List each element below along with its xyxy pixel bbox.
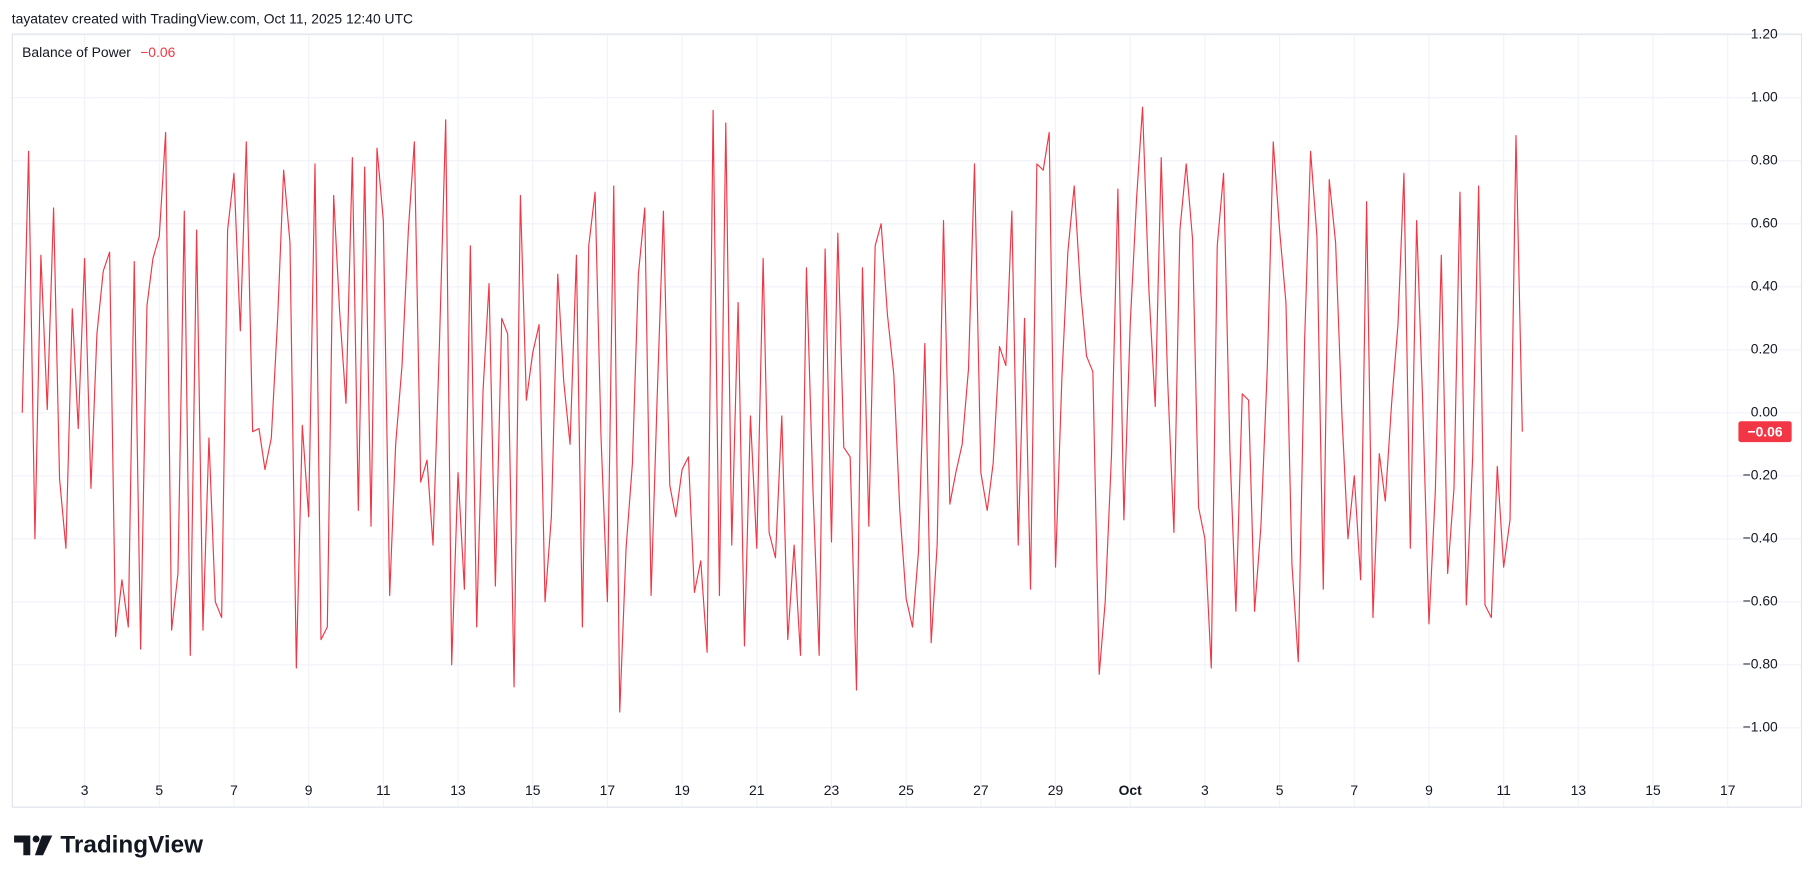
logo-text: TradingView (60, 831, 203, 858)
logo-icon (14, 835, 31, 856)
plot (21, 106, 1523, 713)
y-tick-label: 0.20 (1751, 340, 1778, 356)
x-tick-label: 15 (1645, 782, 1661, 798)
x-tick-label: Oct (1119, 782, 1143, 798)
x-tick-label: 3 (1201, 782, 1209, 798)
x-tick-label: 15 (525, 782, 541, 798)
plot-frame (11, 33, 1803, 808)
x-tick-label: 17 (600, 782, 616, 798)
x-tick-label: 19 (674, 782, 690, 798)
x-tick-label: 27 (973, 782, 989, 798)
price-tag (1738, 421, 1792, 443)
legend-value: −0.06 (140, 44, 175, 60)
x-tick-label: 3 (81, 782, 89, 798)
logo-icon (32, 835, 40, 843)
legend-name: Balance of Power (22, 44, 131, 60)
y-tick-label: −0.60 (1743, 593, 1778, 609)
y-tick-label: 1.00 (1751, 88, 1778, 104)
x-tick-label: 25 (898, 782, 914, 798)
y-tick-label: −0.40 (1743, 529, 1778, 545)
x-tick-label: 5 (1276, 782, 1284, 798)
y-tick-label: 1.20 (1751, 25, 1778, 41)
x-tick-label: 21 (749, 782, 765, 798)
x-tick-label: 5 (155, 782, 163, 798)
x-tick-label: 9 (305, 782, 313, 798)
x-tick-label: 9 (1425, 782, 1433, 798)
logo-icon (34, 835, 53, 856)
x-tick-label: 29 (1048, 782, 1064, 798)
grid (11, 34, 1801, 807)
x-tick-label: 13 (1571, 782, 1587, 798)
x-tick-label: 13 (450, 782, 466, 798)
price-tag-label: −0.06 (1747, 424, 1782, 440)
logo: TradingView (14, 831, 203, 858)
y-tick-label: −1.00 (1743, 719, 1778, 735)
attribution: tayatatev created with TradingView.com, … (12, 10, 413, 26)
y-tick-label: −0.80 (1743, 656, 1778, 672)
series-line (21, 106, 1523, 713)
y-tick-label: 0.60 (1751, 214, 1778, 230)
y-tick-label: −0.20 (1743, 466, 1778, 482)
x-tick-label: 11 (376, 782, 391, 798)
x-tick-label: 11 (1496, 782, 1511, 798)
y-tick-label: 0.80 (1751, 151, 1778, 167)
x-tick-label: 17 (1720, 782, 1736, 798)
y-tick-label: 0.40 (1751, 277, 1778, 293)
y-tick-label: 0.00 (1751, 403, 1778, 419)
x-tick-label: 7 (230, 782, 238, 798)
x-tick-label: 7 (1350, 782, 1358, 798)
x-tick-label: 23 (824, 782, 840, 798)
